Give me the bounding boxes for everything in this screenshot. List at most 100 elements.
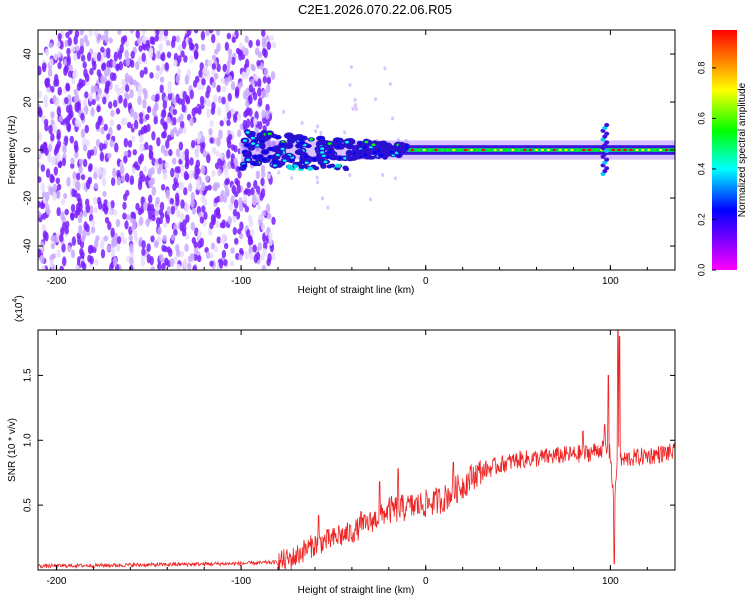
heatmap-cell — [180, 163, 185, 172]
y-tick-label: 1.0 — [23, 433, 34, 447]
heatmap-cell — [190, 140, 196, 149]
y-tick-label: 40 — [23, 48, 34, 60]
heatmap-cell — [172, 108, 178, 116]
heatmap-cell — [90, 107, 95, 117]
heatmap-cell — [372, 150, 377, 154]
heatmap-cell — [131, 167, 136, 175]
heatmap-cell — [70, 46, 76, 53]
heatmap-cell — [221, 96, 226, 105]
heatmap-cell — [232, 113, 238, 123]
heatmap-cell — [85, 179, 91, 190]
heatmap-cell — [155, 30, 160, 36]
heatmap-cell — [232, 226, 238, 236]
heatmap-cell — [230, 247, 235, 254]
heatmap-cell — [91, 98, 96, 106]
heatmap-cell — [118, 95, 123, 104]
heatmap-cell — [320, 164, 327, 169]
heatmap-cell — [116, 169, 121, 179]
heatmap-cell — [50, 111, 55, 119]
heatmap-cell — [201, 205, 206, 213]
heatmap-cell — [170, 234, 176, 242]
heatmap-cell — [166, 205, 172, 216]
heatmap-cell — [205, 251, 211, 259]
heatmap-cell — [119, 164, 125, 175]
heatmap-cell — [80, 250, 85, 259]
heatmap-cell — [173, 256, 178, 264]
heatmap-cell — [242, 119, 247, 130]
heatmap-cell — [92, 61, 97, 71]
heatmap-cell — [237, 170, 242, 179]
heatmap-cell — [180, 151, 185, 162]
heatmap-cell — [129, 243, 134, 254]
heatmap-cell — [246, 158, 251, 162]
heatmap-cell — [383, 66, 387, 71]
heatmap-cell — [65, 82, 70, 92]
heatmap-cell — [133, 111, 138, 122]
heatmap-cell — [78, 78, 83, 87]
heatmap-cell — [115, 107, 121, 115]
heatmap-cell — [110, 200, 115, 209]
heatmap-cell — [167, 92, 173, 101]
heatmap-cell — [113, 209, 118, 216]
heatmap-cell — [316, 156, 325, 162]
heatmap-cell — [159, 253, 164, 262]
heatmap-cell — [179, 120, 185, 129]
heatmap-cell — [49, 173, 54, 184]
heatmap-cell — [263, 241, 268, 250]
heatmap-cell — [267, 253, 272, 263]
heatmap-cell — [629, 148, 633, 152]
heatmap-cell — [257, 51, 263, 59]
heatmap-cell — [558, 148, 562, 152]
heatmap-cell — [261, 210, 267, 217]
heatmap-cell — [252, 244, 257, 253]
heatmap-cell — [231, 185, 237, 195]
heatmap-cell — [126, 149, 132, 158]
heatmap-cell — [353, 103, 357, 108]
heatmap-cell — [62, 221, 67, 231]
colorbar-tick-label: 0.0 — [696, 264, 706, 277]
heatmap-cell — [217, 106, 222, 117]
heatmap-cell — [79, 45, 84, 55]
heatmap-cell — [251, 142, 256, 145]
heatmap-cell — [245, 118, 251, 128]
heatmap-cell — [209, 119, 214, 128]
heatmap-cell — [244, 205, 250, 213]
heatmap-cell — [94, 258, 99, 266]
heatmap-cell — [122, 212, 127, 220]
heatmap-cell — [256, 132, 264, 139]
heatmap-cell — [242, 152, 253, 158]
heatmap-cell — [182, 219, 187, 226]
heatmap-cell — [187, 255, 193, 263]
heatmap-cell — [182, 225, 187, 232]
heatmap-cell — [50, 235, 56, 243]
heatmap-cell — [56, 190, 61, 200]
heatmap-cell — [225, 104, 230, 113]
heatmap-cell — [230, 195, 235, 205]
heatmap-cell — [248, 218, 254, 228]
heatmap-cell — [83, 34, 88, 43]
heatmap-cell — [123, 150, 129, 157]
heatmap-cell — [88, 30, 93, 37]
heatmap-cell — [422, 148, 426, 152]
heatmap-cell — [70, 203, 76, 213]
heatmap-cell — [261, 109, 266, 119]
heatmap-cell — [87, 164, 93, 173]
heatmap-cell — [218, 259, 224, 269]
heatmap-cell — [242, 139, 247, 142]
heatmap-cell — [335, 163, 342, 168]
heatmap-cell — [162, 234, 167, 242]
heatmap-cell — [212, 183, 217, 191]
x-tick-label: 100 — [602, 276, 619, 287]
heatmap-cell — [261, 264, 267, 270]
heatmap-cell — [265, 203, 271, 214]
heatmap-cell — [259, 142, 266, 150]
heatmap-cell — [348, 83, 352, 88]
heatmap-cell — [204, 59, 210, 68]
heatmap-cell — [169, 258, 175, 267]
heatmap-cell — [220, 77, 226, 84]
heatmap-cell — [74, 118, 80, 128]
snr-series-line — [38, 330, 675, 570]
heatmap-cell — [70, 162, 75, 169]
heatmap-cell — [246, 181, 251, 189]
heatmap-cell — [130, 59, 135, 68]
